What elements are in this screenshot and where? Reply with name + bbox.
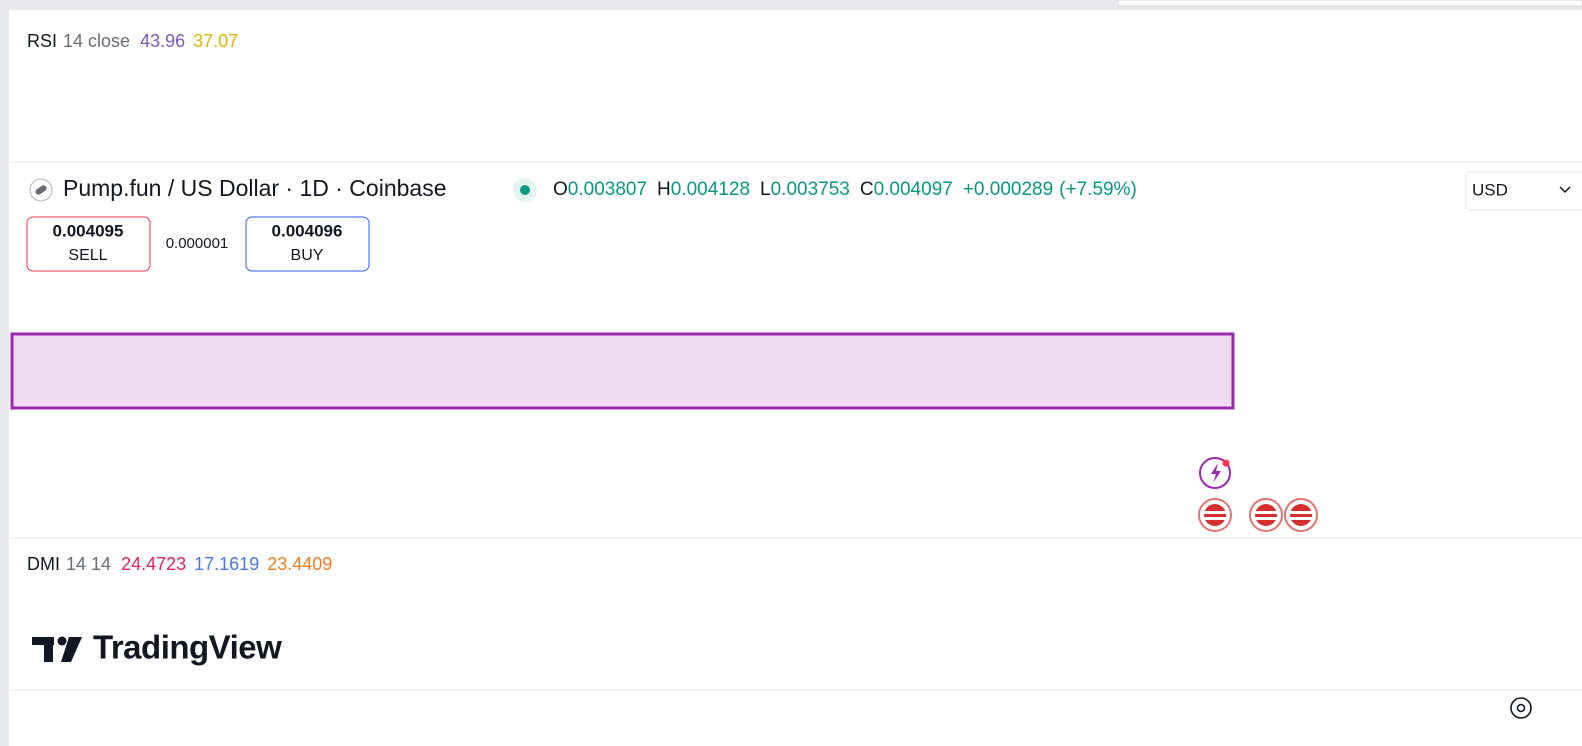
flag-stripe: [1204, 511, 1226, 514]
indicator-name: RSI: [27, 31, 57, 51]
minus-di-value: 23.4409: [267, 554, 332, 574]
logo-mark: [44, 637, 53, 662]
zone-layer: [10, 332, 1235, 410]
flag-stripe: [1204, 517, 1226, 520]
ohlc-letter: O: [553, 179, 568, 200]
ohlc-value: 0.003753: [771, 179, 850, 200]
top-edge: [0, 0, 1582, 10]
currency: USD: [1472, 180, 1508, 199]
event-dot: [1222, 459, 1230, 467]
ohlc-legend: O0.003807 H0.004128 L0.003753 C0.004097 +0.0…: [553, 179, 1137, 200]
rsi-value: 43.96: [140, 31, 185, 51]
plus-di-value: 17.1619: [194, 554, 259, 574]
left-edge: [0, 0, 9, 746]
sell-price: 0.004095: [53, 221, 124, 240]
logo-mark: [57, 636, 67, 646]
ohlc-letter: H: [657, 179, 671, 200]
flag-stripe: [1255, 511, 1277, 514]
flag: [1290, 504, 1312, 526]
logo: TradingView: [32, 629, 283, 666]
dropdown-chevron: [1559, 186, 1571, 194]
buy-button[interactable]: [245, 216, 370, 272]
flag-stripe: [1290, 511, 1312, 514]
settings-button[interactable]: [1510, 697, 1532, 719]
symbol-title[interactable]: Pump.fun / US Dollar · 1D · Coinbase: [63, 175, 447, 201]
spread: 0.000001: [166, 235, 229, 252]
settings-icon: [1516, 703, 1526, 713]
ohlc-value: 0.004097: [874, 179, 953, 200]
logo-mark: [61, 637, 82, 662]
flag: [1255, 504, 1277, 526]
indicator-param: 14: [63, 31, 83, 51]
range-zone: [10, 332, 1235, 410]
logo-text: TradingView: [93, 629, 282, 666]
ohlc-letter: C: [860, 179, 874, 200]
sell-button[interactable]: [26, 216, 151, 272]
logo-mark: [32, 637, 54, 645]
lightning: [1211, 463, 1221, 483]
flag-stripe: [1290, 517, 1312, 520]
adx-value: 24.4723: [121, 554, 186, 574]
ohlc-letter: L: [760, 179, 771, 200]
market-status-dot: [520, 185, 530, 195]
dmi-header: DMI 14 14 24.4723 17.1619 23.4409: [27, 554, 332, 574]
change-percent: (+7.59%): [1059, 179, 1137, 200]
symbol-icon-pill: [35, 185, 47, 195]
sell-label: SELL: [68, 247, 107, 264]
currency-dropdown[interactable]: [1465, 171, 1582, 211]
flag-icons: [1198, 498, 1318, 532]
ohlc-value: 0.004128: [671, 179, 750, 200]
indicator-param: 14: [66, 554, 86, 574]
top-panel: [1117, 0, 1582, 7]
change: +0.000289: [963, 179, 1053, 200]
rsi-header: RSI 14 close 43.96 37.07: [27, 31, 238, 51]
flag: [1204, 504, 1226, 526]
indicator-param: close: [88, 31, 130, 51]
indicator-name: DMI: [27, 554, 60, 574]
buy-price: 0.004096: [272, 221, 343, 240]
flag-stripe: [1255, 517, 1277, 520]
ohlc-value: 0.003807: [568, 179, 647, 200]
indicator-param: 14: [91, 554, 111, 574]
buy-label: BUY: [291, 247, 324, 264]
rsi-ma-value: 37.07: [193, 31, 238, 51]
